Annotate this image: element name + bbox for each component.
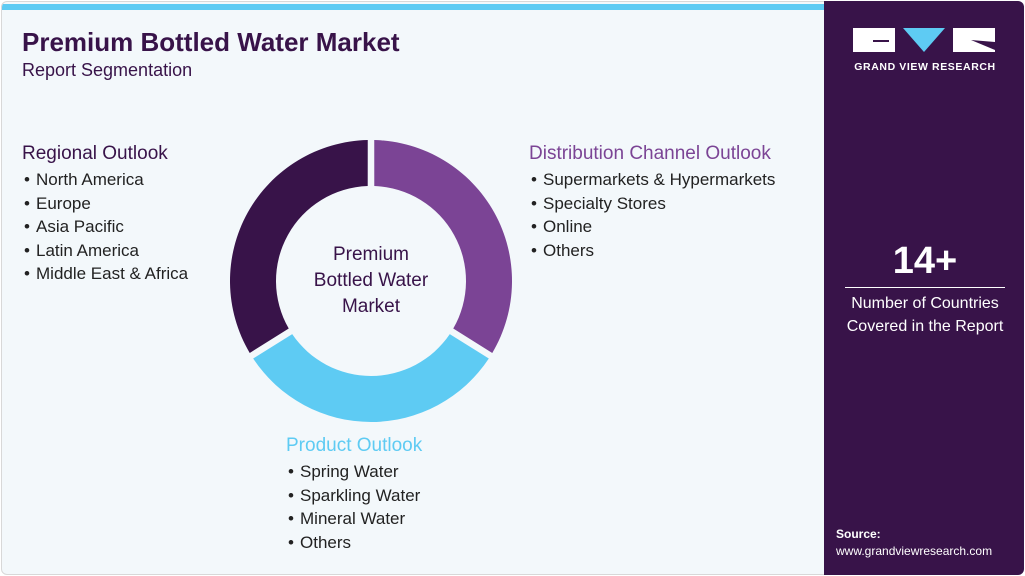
list-item: Others (286, 531, 422, 555)
list-item: Specialty Stores (529, 192, 775, 216)
list-item: Others (529, 239, 775, 263)
donut-segment-regional (230, 140, 368, 353)
list-item: Asia Pacific (22, 215, 188, 239)
sidebar (824, 1, 1024, 575)
product-outlook: Product Outlook Spring Water Sparkling W… (286, 435, 422, 554)
stat-label: Number of Countries Covered in the Repor… (825, 292, 1025, 338)
regional-outlook: Regional Outlook North America Europe As… (22, 143, 188, 286)
list-item: Supermarkets & Hypermarkets (529, 168, 775, 192)
section-title: Product Outlook (286, 435, 423, 456)
list-item: Online (529, 215, 775, 239)
gvr-logo (853, 28, 995, 52)
list-item: Europe (22, 192, 188, 216)
divider (845, 287, 1005, 288)
list-item: Middle East & Africa (22, 262, 188, 286)
page-subtitle: Report Segmentation (22, 60, 193, 80)
center-line: Market (341, 296, 401, 317)
list-item: Sparkling Water (286, 484, 422, 508)
distribution-outlook: Distribution Channel Outlook Supermarket… (529, 143, 775, 262)
donut-chart (230, 140, 512, 422)
stat-value: 14+ (892, 240, 958, 282)
brand-name: GRAND VIEW RESEARCH (854, 61, 996, 73)
section-title: Regional Outlook (22, 143, 168, 164)
list-item: North America (22, 168, 188, 192)
top-accent-bar (2, 4, 824, 10)
donut-segment-product (253, 334, 489, 422)
page-title: Premium Bottled Water Market (22, 27, 400, 57)
stat-label-line: Number of Countries (851, 295, 999, 312)
source: Source: www.grandviewresearch.com (836, 526, 992, 560)
list-item: Spring Water (286, 460, 422, 484)
source-url[interactable]: www.grandviewresearch.com (836, 544, 993, 558)
source-label: Source: (836, 527, 881, 541)
stat-label-line: Covered in the Report (846, 318, 1004, 335)
donut-segment-distribution (374, 140, 512, 353)
section-title: Distribution Channel Outlook (529, 143, 771, 164)
list-item: Mineral Water (286, 507, 422, 531)
list-item: Latin America (22, 239, 188, 263)
center-line: Premium (332, 244, 409, 265)
donut-center-label: Premium Bottled Water Market (271, 242, 471, 320)
center-line: Bottled Water (313, 270, 429, 291)
